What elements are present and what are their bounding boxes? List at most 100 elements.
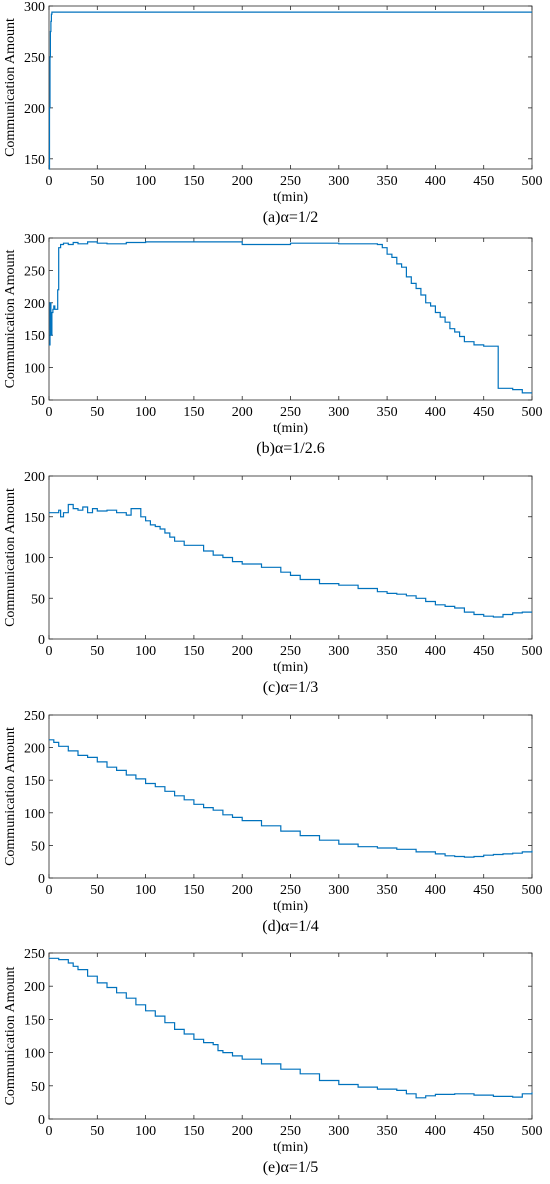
x-tick-label: 200 [232, 644, 253, 659]
x-tick-label: 0 [46, 174, 53, 189]
x-tick-label: 350 [377, 883, 398, 898]
x-tick-label: 50 [90, 1124, 104, 1139]
y-tick-label: 100 [24, 807, 45, 822]
x-tick-label: 400 [425, 174, 446, 189]
x-axis-label: t(min) [273, 190, 308, 205]
x-tick-label: 150 [183, 1124, 204, 1139]
x-tick-label: 300 [328, 883, 349, 898]
x-tick-label: 400 [425, 405, 446, 420]
chart-caption: (a)α=1/2 [263, 209, 319, 226]
chart-caption: (e)α=1/5 [263, 1159, 319, 1176]
y-tick-label: 50 [31, 1080, 45, 1095]
x-tick-label: 300 [328, 174, 349, 189]
x-tick-label: 50 [90, 883, 104, 898]
y-tick-label: 150 [24, 511, 45, 526]
chart-caption: (c)α=1/3 [263, 679, 319, 696]
y-tick-label: 200 [24, 102, 45, 117]
y-tick-label: 300 [24, 232, 45, 247]
x-tick-label: 350 [377, 1124, 398, 1139]
y-tick-label: 250 [24, 947, 45, 962]
y-tick-label: 0 [38, 633, 45, 648]
x-tick-label: 300 [328, 644, 349, 659]
plot-frame [48, 5, 533, 170]
x-tick-label: 450 [473, 644, 494, 659]
y-tick-label: 50 [31, 839, 45, 854]
x-tick-label: 250 [280, 174, 301, 189]
y-tick-label: 200 [24, 980, 45, 995]
y-tick-label: 200 [24, 297, 45, 312]
series-line-0 [49, 957, 533, 1099]
x-axis-label: t(min) [273, 1140, 308, 1155]
x-tick-label: 400 [425, 644, 446, 659]
plot-frame [48, 237, 533, 401]
x-tick-label: 400 [425, 1124, 446, 1139]
series-line-0 [48, 11, 532, 170]
chart-panel-3: 0 50 100 150 200 250 300 350 400 450 500 0 50 100 150 2… [3, 709, 543, 935]
x-tick-label: 100 [135, 644, 156, 659]
chart-caption: (b)α=1/2.6 [256, 440, 325, 457]
x-tick-label: 50 [90, 644, 104, 659]
y-tick-label: 300 [24, 0, 45, 15]
x-tick-label: 0 [46, 883, 53, 898]
x-tick-label: 350 [377, 174, 398, 189]
x-tick-label: 100 [135, 1124, 156, 1139]
x-tick-label: 100 [135, 405, 156, 420]
plot-frame [48, 714, 533, 879]
x-tick-label: 250 [280, 883, 301, 898]
x-tick-label: 200 [232, 1124, 253, 1139]
x-tick-label: 150 [183, 644, 204, 659]
x-tick-label: 250 [280, 644, 301, 659]
y-axis-label: Communication Amount [3, 18, 18, 157]
x-tick-label: 300 [328, 1124, 349, 1139]
x-tick-label: 0 [46, 405, 53, 420]
x-tick-label: 250 [280, 405, 301, 420]
y-tick-label: 0 [38, 1113, 45, 1128]
chart-caption: (d)α=1/4 [262, 918, 319, 935]
chart-panel-2: 0 50 100 150 200 250 300 350 400 450 500 0 50 100 150 2… [3, 470, 543, 696]
x-tick-label: 150 [183, 405, 204, 420]
x-axis-label: t(min) [273, 421, 308, 436]
y-tick-label: 150 [24, 774, 45, 789]
y-tick-label: 200 [24, 470, 45, 485]
x-tick-label: 300 [328, 405, 349, 420]
x-tick-label: 450 [473, 405, 494, 420]
x-axis-label: t(min) [273, 899, 308, 914]
y-tick-label: 250 [24, 51, 45, 66]
x-tick-label: 200 [232, 174, 253, 189]
series-line-0 [49, 739, 533, 858]
x-tick-label: 500 [522, 883, 543, 898]
x-tick-label: 400 [425, 883, 446, 898]
y-tick-label: 100 [24, 1047, 45, 1062]
x-tick-label: 250 [280, 1124, 301, 1139]
x-tick-label: 500 [522, 1124, 543, 1139]
x-tick-label: 500 [522, 174, 543, 189]
y-tick-label: 50 [31, 592, 45, 607]
y-axis-label: Communication Amount [3, 249, 18, 388]
x-tick-label: 50 [90, 174, 104, 189]
y-axis-label: Communication Amount [3, 488, 18, 627]
x-tick-label: 350 [377, 644, 398, 659]
x-tick-label: 500 [522, 644, 543, 659]
x-tick-label: 0 [46, 644, 53, 659]
x-tick-label: 100 [135, 883, 156, 898]
x-tick-label: 450 [473, 174, 494, 189]
y-tick-label: 150 [24, 153, 45, 168]
x-tick-label: 150 [183, 883, 204, 898]
series-line-0 [49, 241, 532, 394]
y-tick-label: 0 [38, 872, 45, 887]
y-tick-label: 100 [24, 552, 45, 567]
y-tick-label: 250 [24, 264, 45, 279]
y-axis-label: Communication Amount [3, 727, 18, 866]
chart-panel-0: 0 50 100 150 200 250 300 350 400 450 500 150 200 250 3… [3, 0, 543, 226]
x-tick-label: 450 [473, 883, 494, 898]
x-tick-label: 500 [522, 405, 543, 420]
x-tick-label: 50 [90, 405, 104, 420]
x-tick-label: 350 [377, 405, 398, 420]
y-tick-label: 250 [24, 709, 45, 724]
y-tick-label: 150 [24, 329, 45, 344]
y-axis-label: Communication Amount [3, 966, 18, 1105]
y-tick-label: 50 [31, 394, 45, 409]
x-tick-label: 200 [232, 405, 253, 420]
x-tick-label: 150 [183, 174, 204, 189]
